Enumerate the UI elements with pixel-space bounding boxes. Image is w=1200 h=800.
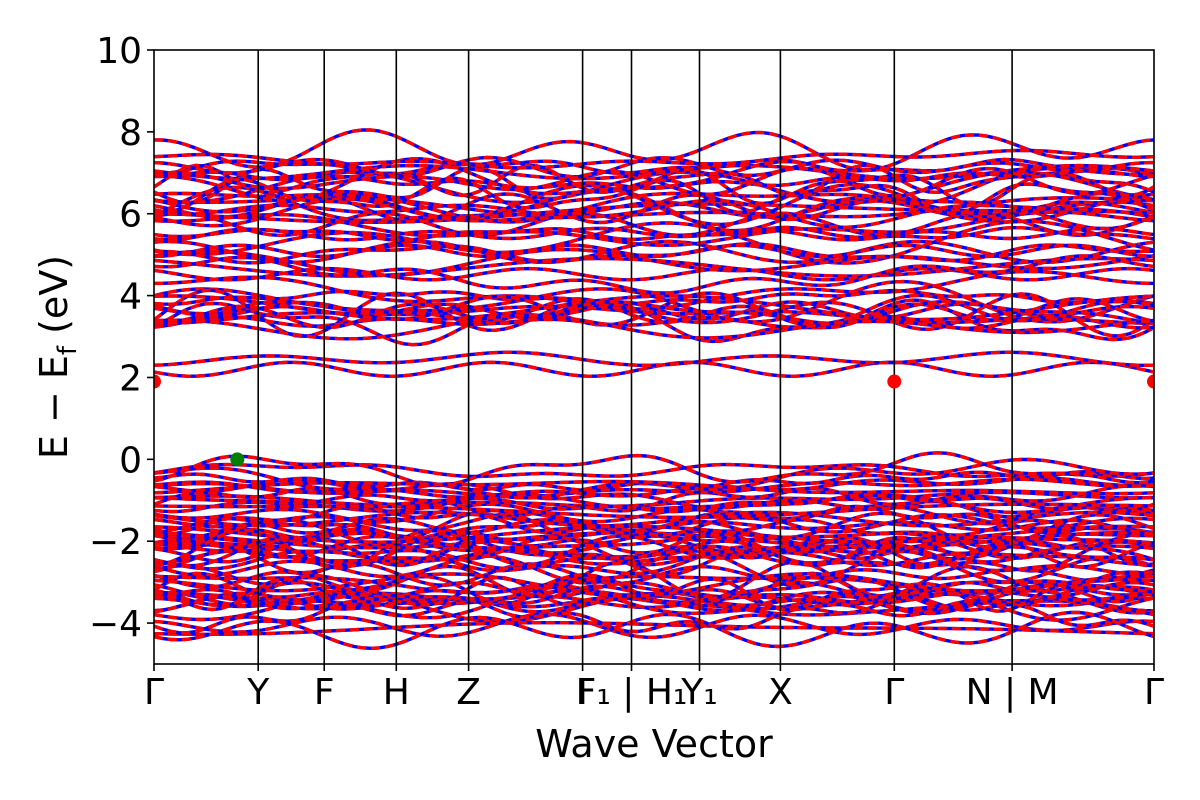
vbm-marker: [230, 452, 245, 467]
band-line-spin-down: [154, 196, 1154, 219]
y-tick-label: −2: [89, 522, 142, 563]
band-line-spin-up: [154, 299, 1154, 325]
cbm-marker: [887, 374, 902, 389]
band-line-spin-down: [154, 226, 1154, 242]
x-tick-label: Γ: [1144, 672, 1164, 713]
band-line-spin-up: [154, 288, 1154, 339]
band-line-spin-up: [154, 535, 1154, 570]
band-line-spin-up: [154, 504, 1154, 537]
band-line-spin-down: [154, 510, 1154, 528]
band-line-spin-up: [154, 254, 1154, 295]
band-line-spin-up: [154, 571, 1154, 606]
y-axis-ticks: −4 −2 0 2 4 6 8 10: [89, 31, 154, 645]
band-line-spin-up: [154, 544, 1154, 571]
band-lines: [154, 128, 1154, 651]
band-line-spin-up: [154, 291, 1154, 328]
band-line-spin-down: [154, 572, 1154, 598]
band-line-spin-up: [154, 297, 1154, 330]
band-line-spin-up: [154, 313, 1154, 341]
band-line-spin-up: [154, 479, 1154, 496]
x-tick-label: H: [383, 672, 410, 713]
x-tick-label: Z: [456, 672, 481, 713]
y-axis-title-main: E − E: [32, 355, 76, 459]
band-line-spin-up: [154, 176, 1154, 216]
band-line-spin-down: [154, 462, 1154, 479]
x-tick-label: Y: [246, 672, 270, 713]
y-tick-label: 0: [119, 440, 142, 481]
band-line-spin-up: [154, 451, 1154, 488]
band-line-spin-up: [154, 202, 1154, 224]
plot-frame: [153, 49, 1155, 665]
band-line-spin-up: [154, 621, 1154, 636]
band-line-spin-up: [154, 548, 1154, 567]
band-line-spin-down: [154, 350, 1154, 368]
cbm-marker: [154, 374, 161, 389]
band-line-spin-up: [154, 239, 1154, 265]
cbm-marker: [1147, 374, 1154, 389]
band-line-spin-down: [154, 493, 1154, 514]
band-line-spin-up: [154, 490, 1154, 508]
band-line-spin-up: [154, 157, 1154, 206]
band-line-spin-down: [154, 477, 1154, 499]
x-axis-title: Wave Vector: [535, 722, 773, 766]
y-tick-label: 2: [119, 358, 142, 399]
band-line-spin-down: [154, 256, 1154, 278]
band-line-spin-up: [154, 573, 1154, 609]
x-tick-label: Y₁: [680, 672, 717, 713]
band-line-spin-up: [154, 531, 1154, 555]
band-edge-markers: [154, 374, 1154, 467]
x-tick-label: I: [577, 672, 588, 713]
band-line-spin-up: [154, 561, 1154, 587]
band-line-spin-down: [154, 225, 1154, 243]
x-tick-label: X: [768, 672, 793, 713]
band-line-spin-up: [154, 508, 1154, 549]
band-line-spin-up: [154, 155, 1154, 179]
y-axis-title: E − Ef (eV): [32, 255, 83, 459]
band-line-spin-down: [154, 288, 1154, 307]
x-tick-label: N | M: [966, 672, 1059, 713]
x-tick-label: F: [314, 672, 335, 713]
band-line-spin-up: [154, 243, 1154, 259]
band-line-spin-up: [154, 502, 1154, 519]
band-line-spin-up: [154, 166, 1154, 198]
y-tick-label: 4: [119, 277, 142, 318]
y-tick-label: 8: [119, 113, 142, 154]
y-tick-label: 10: [96, 31, 142, 72]
y-axis-title-subscript: f: [53, 345, 83, 355]
band-line-spin-down: [154, 294, 1154, 322]
y-axis-title-unit: (eV): [32, 255, 76, 346]
band-line-spin-down: [154, 524, 1154, 544]
band-line-spin-up: [154, 219, 1154, 265]
x-tick-label: Γ: [144, 672, 164, 713]
band-line-spin-up: [154, 266, 1154, 282]
x-tick-label: F₁ | H₁: [576, 672, 688, 713]
band-line-spin-down: [154, 148, 1154, 170]
x-tick-label: Γ: [884, 672, 904, 713]
y-tick-label: −4: [89, 604, 142, 645]
band-line-spin-up: [154, 581, 1154, 599]
band-line-spin-up: [154, 610, 1154, 651]
y-tick-label: 6: [119, 195, 142, 236]
band-line-spin-down: [154, 169, 1154, 191]
high-symmetry-lines: [257, 50, 1013, 664]
band-line-spin-up: [154, 612, 1154, 640]
band-line-spin-up: [154, 199, 1154, 219]
